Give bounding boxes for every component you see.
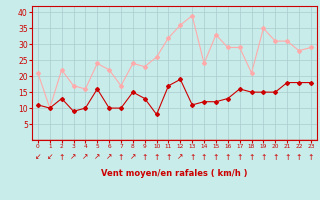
Text: ↗: ↗ xyxy=(94,152,100,162)
Text: ↑: ↑ xyxy=(189,152,196,162)
Text: ↗: ↗ xyxy=(130,152,136,162)
Text: ↑: ↑ xyxy=(213,152,219,162)
Text: ↑: ↑ xyxy=(165,152,172,162)
Text: ↑: ↑ xyxy=(296,152,302,162)
Text: ↗: ↗ xyxy=(70,152,77,162)
Text: ↑: ↑ xyxy=(225,152,231,162)
Text: ↑: ↑ xyxy=(308,152,314,162)
Text: ↑: ↑ xyxy=(248,152,255,162)
Text: ↑: ↑ xyxy=(141,152,148,162)
Text: ↑: ↑ xyxy=(272,152,278,162)
Text: ↑: ↑ xyxy=(118,152,124,162)
Text: ↗: ↗ xyxy=(82,152,89,162)
Text: ↑: ↑ xyxy=(260,152,267,162)
Text: ↑: ↑ xyxy=(284,152,290,162)
Text: ↙: ↙ xyxy=(35,152,41,162)
Text: ↗: ↗ xyxy=(106,152,112,162)
Text: ↙: ↙ xyxy=(47,152,53,162)
Text: ↑: ↑ xyxy=(236,152,243,162)
Text: ↑: ↑ xyxy=(201,152,207,162)
Text: ↗: ↗ xyxy=(177,152,184,162)
Text: ↑: ↑ xyxy=(59,152,65,162)
Text: ↑: ↑ xyxy=(153,152,160,162)
X-axis label: Vent moyen/en rafales ( km/h ): Vent moyen/en rafales ( km/h ) xyxy=(101,169,248,178)
